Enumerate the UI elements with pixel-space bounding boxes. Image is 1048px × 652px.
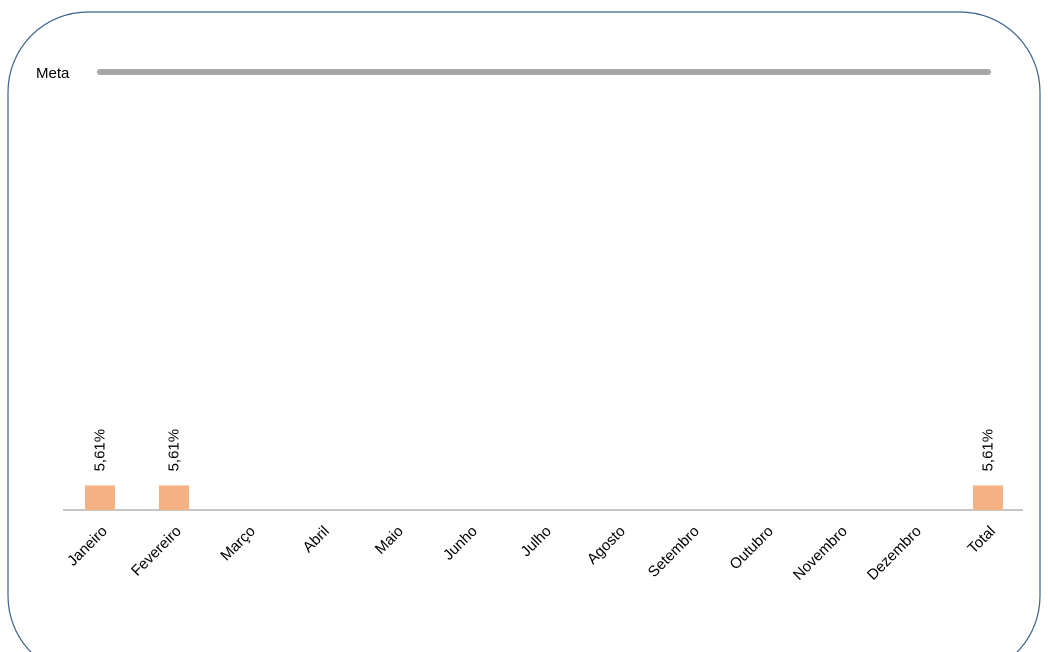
data-label-janeiro: 5,61% [92,429,109,472]
bar-janeiro [85,485,115,510]
bar-total [973,485,1003,510]
x-tick-label-total: Total [964,523,998,557]
bar-group [85,485,1003,510]
x-tick-label-novembro: Novembro [790,523,851,584]
x-tick-label-dezembro: Dezembro [864,523,925,584]
x-tick-label-julho: Julho [517,523,554,560]
x-tick-label-agosto: Agosto [584,523,629,568]
x-tick-label-setembro: Setembro [645,523,703,581]
x-tick-label-abril: Abril [300,523,333,556]
data-label-total: 5,61% [980,429,997,472]
x-tick-label-fevereiro: Fevereiro [128,523,185,580]
x-tick-label-março: Março [217,523,258,564]
data-label-group: 5,61% 5,61% 5,61% [92,429,997,472]
x-tick-label-group: Janeiro Fevereiro Março Abril Maio Junho Julho… [64,523,999,584]
x-tick-label-janeiro: Janeiro [64,523,111,570]
target-line-label: Meta [36,65,70,82]
bar-fevereiro [159,485,189,510]
x-tick-label-junho: Junho [440,523,481,564]
chart-border [7,11,1041,652]
x-tick-label-outubro: Outubro [726,523,776,573]
data-label-fevereiro: 5,61% [166,429,183,472]
x-tick-label-maio: Maio [372,523,407,558]
